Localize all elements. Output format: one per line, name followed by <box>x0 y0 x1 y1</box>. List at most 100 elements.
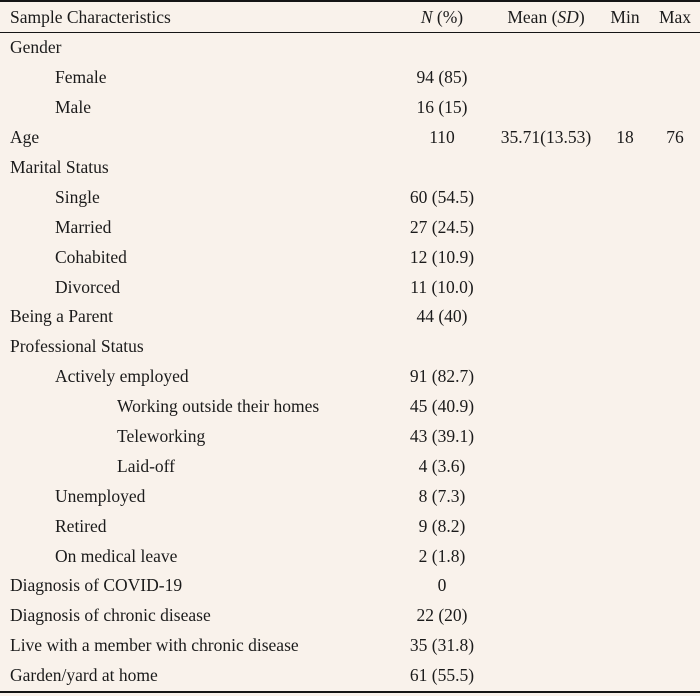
row-mean-sd <box>492 242 600 272</box>
row-min <box>600 631 650 661</box>
row-max: 76 <box>666 127 684 148</box>
row-label: Professional Status <box>10 336 144 357</box>
row-label: Laid-off <box>117 455 175 476</box>
row-n-percent: 27 (24.5) <box>409 216 475 237</box>
table-row: Male 16 (15) <box>0 93 700 123</box>
row-min <box>600 571 650 601</box>
row-n-percent: 45 (40.9) <box>409 396 475 417</box>
table-body: Gender Female 94 (85) Male 16 (15) Age 1… <box>0 33 700 692</box>
row-mean-sd <box>492 601 600 631</box>
row-n-percent: 35 (31.8) <box>409 635 475 656</box>
table-row: Married 27 (24.5) <box>0 212 700 242</box>
row-max <box>650 661 700 692</box>
table-row: Actively employed 91 (82.7) <box>0 362 700 392</box>
table-row: Gender <box>0 33 700 63</box>
table-row: On medical leave 2 (1.8) <box>0 541 700 571</box>
row-mean-sd <box>492 631 600 661</box>
row-label: Live with a member with chronic disease <box>10 635 299 656</box>
table-header: Sample Characteristics N (%) Mean (SD) M… <box>0 1 700 33</box>
row-n-percent: 43 (39.1) <box>409 426 475 447</box>
row-label: Garden/yard at home <box>10 665 158 686</box>
row-label: Marital Status <box>10 157 109 177</box>
table-row: Diagnosis of COVID-19 0 <box>0 571 700 601</box>
row-min <box>600 422 650 452</box>
row-mean-sd <box>492 451 600 481</box>
row-mean-sd <box>492 212 600 242</box>
row-min <box>600 481 650 511</box>
row-n-percent: 91 (82.7) <box>409 366 475 387</box>
row-min <box>600 302 650 332</box>
row-n-percent: 4 (3.6) <box>418 455 466 476</box>
table-row: Diagnosis of chronic disease 22 (20) <box>0 601 700 631</box>
row-max <box>650 571 700 601</box>
n-percent-label: (%) <box>432 6 464 27</box>
row-max <box>650 63 700 93</box>
row-mean-sd <box>492 661 600 692</box>
row-label: Being a Parent <box>10 306 114 327</box>
row-max <box>650 601 700 631</box>
table-row: Retired 9 (8.2) <box>0 511 700 541</box>
row-label: Actively employed <box>55 366 189 387</box>
row-min <box>600 242 650 272</box>
row-max <box>650 541 700 571</box>
row-label: Working outside their homes <box>117 396 320 417</box>
row-mean-sd <box>492 481 600 511</box>
row-min <box>600 272 650 302</box>
row-n-percent: 44 (40) <box>416 306 468 327</box>
row-min <box>600 33 650 63</box>
row-max <box>650 242 700 272</box>
mean-label: Mean ( <box>507 6 558 27</box>
row-label: Male <box>55 97 91 118</box>
table-row: Marital Status <box>0 153 700 183</box>
row-n-percent: 60 (54.5) <box>409 186 475 207</box>
row-mean-sd <box>492 63 600 93</box>
row-n-percent: 11 (10.0) <box>410 276 474 297</box>
row-mean-sd <box>492 422 600 452</box>
table-row: Female 94 (85) <box>0 63 700 93</box>
table-row: Live with a member with chronic disease … <box>0 631 700 661</box>
row-max <box>650 182 700 212</box>
row-mean-sd <box>492 571 600 601</box>
row-mean-sd <box>492 511 600 541</box>
row-min <box>600 451 650 481</box>
row-n-percent: 16 (15) <box>416 97 468 118</box>
row-min <box>600 541 650 571</box>
row-mean-sd <box>492 93 600 123</box>
row-mean-sd <box>492 302 600 332</box>
row-max <box>650 302 700 332</box>
row-min <box>600 511 650 541</box>
table-row: Professional Status <box>0 332 700 362</box>
row-min <box>600 63 650 93</box>
row-max <box>650 422 700 452</box>
row-min <box>600 332 650 362</box>
row-min <box>600 661 650 692</box>
table-row: Being a Parent 44 (40) <box>0 302 700 332</box>
row-n-percent: 110 <box>429 127 455 148</box>
row-min <box>600 362 650 392</box>
col-header-sample-characteristics: Sample Characteristics <box>0 1 392 33</box>
mean-close-paren: ) <box>578 6 585 27</box>
row-mean-sd <box>492 362 600 392</box>
col-header-n-percent: N (%) <box>392 1 492 33</box>
row-label: Female <box>55 67 107 88</box>
table-row: Garden/yard at home 61 (55.5) <box>0 661 700 692</box>
table-row: Working outside their homes 45 (40.9) <box>0 392 700 422</box>
table-row: Cohabited 12 (10.9) <box>0 242 700 272</box>
row-label: Diagnosis of chronic disease <box>10 605 211 626</box>
row-n-percent: 61 (55.5) <box>409 665 475 686</box>
row-label: On medical leave <box>55 545 178 566</box>
row-label: Unemployed <box>55 485 146 506</box>
row-mean-sd <box>492 392 600 422</box>
col-header-max: Max <box>650 1 700 33</box>
row-mean-sd <box>492 332 600 362</box>
row-label: Married <box>55 216 112 237</box>
row-mean-sd <box>492 182 600 212</box>
row-n-percent <box>392 332 492 362</box>
row-max <box>650 451 700 481</box>
row-label: Age <box>10 127 40 148</box>
row-n-percent: 8 (7.3) <box>418 485 466 506</box>
row-max <box>650 631 700 661</box>
header-row: Sample Characteristics N (%) Mean (SD) M… <box>0 1 700 33</box>
row-label: Single <box>55 186 100 207</box>
row-n-percent <box>392 33 492 63</box>
